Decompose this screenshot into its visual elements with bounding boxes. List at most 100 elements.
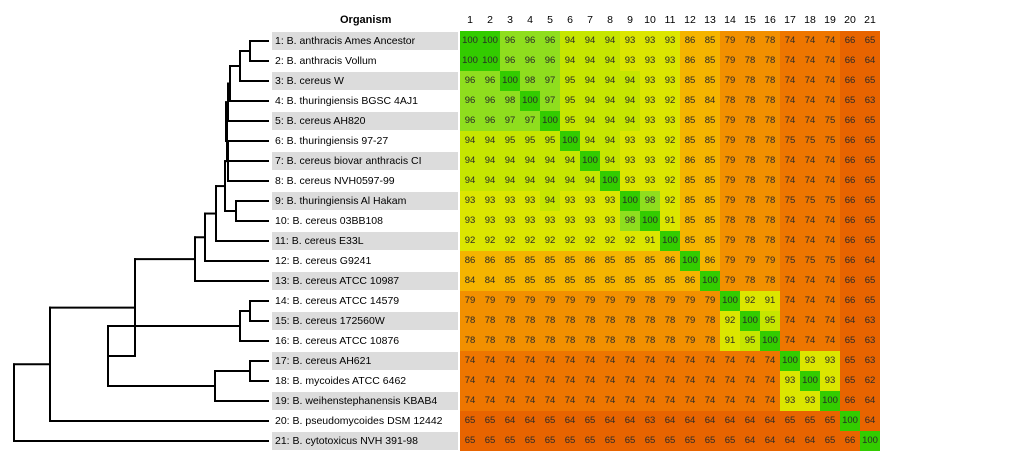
- organism-label: 8: B. cereus NVH0597-99: [275, 175, 395, 187]
- heatmap-cell: 93: [620, 151, 640, 171]
- heatmap-cell: 74: [760, 371, 780, 391]
- organism-label: 3: B. cereus W: [272, 72, 458, 90]
- heatmap-cell: 74: [780, 211, 800, 231]
- heatmap-cell: 92: [500, 231, 520, 251]
- heatmap-cell: 93: [800, 351, 820, 371]
- heatmap-cell: 74: [760, 351, 780, 371]
- heatmap-cell: 97: [540, 91, 560, 111]
- heatmap-cell: 85: [500, 251, 520, 271]
- heatmap-cell: 65: [860, 291, 880, 311]
- heatmap-cell: 64: [560, 411, 580, 431]
- heatmap-cell: 65: [680, 431, 700, 451]
- heatmap-cell: 78: [740, 151, 760, 171]
- heatmap-cell: 65: [700, 431, 720, 451]
- heatmap-cell: 96: [460, 71, 480, 91]
- heatmap-cell: 65: [860, 271, 880, 291]
- heatmap-cell: 79: [720, 171, 740, 191]
- heatmap-cell: 74: [620, 351, 640, 371]
- heatmap-cell: 65: [840, 91, 860, 111]
- heatmap-cell: 100: [780, 351, 800, 371]
- heatmap-cell: 74: [780, 331, 800, 351]
- heatmap-cell: 64: [740, 431, 760, 451]
- heatmap-cell: 94: [560, 31, 580, 51]
- heatmap-cell: 93: [580, 211, 600, 231]
- heatmap-cell: 94: [620, 111, 640, 131]
- heatmap-cell: 79: [720, 151, 740, 171]
- heatmap-cell: 79: [760, 251, 780, 271]
- heatmap-cell: 85: [700, 31, 720, 51]
- heatmap-cell: 94: [580, 131, 600, 151]
- heatmap-cell: 74: [820, 151, 840, 171]
- heatmap-cell: 78: [740, 31, 760, 51]
- heatmap-cell: 94: [600, 71, 620, 91]
- heatmap-cell: 66: [840, 111, 860, 131]
- heatmap-cell: 74: [820, 211, 840, 231]
- heatmap-cell: 86: [480, 251, 500, 271]
- heatmap-cell: 75: [780, 251, 800, 271]
- heatmap-cell: 78: [540, 311, 560, 331]
- heatmap-cell: 63: [860, 351, 880, 371]
- heatmap-cell: 65: [620, 431, 640, 451]
- heatmap-cell: 97: [540, 71, 560, 91]
- heatmap-cell: 94: [580, 51, 600, 71]
- heatmap-cell: 96: [460, 111, 480, 131]
- heatmap-cell: 94: [600, 51, 620, 71]
- heatmap-cell: 75: [800, 191, 820, 211]
- heatmap-cell: 78: [760, 231, 780, 251]
- heatmap-cell: 74: [820, 71, 840, 91]
- heatmap-cell: 78: [760, 131, 780, 151]
- heatmap-cell: 100: [520, 91, 540, 111]
- heatmap-cell: 85: [640, 251, 660, 271]
- heatmap-cell: 78: [740, 191, 760, 211]
- heatmap-cell: 85: [700, 111, 720, 131]
- heatmap-cell: 64: [860, 51, 880, 71]
- heatmap-cell: 64: [840, 311, 860, 331]
- organism-label: 6: B. thuringiensis 97-27: [275, 135, 389, 147]
- heatmap-cell: 74: [780, 271, 800, 291]
- heatmap-cell: 96: [540, 51, 560, 71]
- heatmap-cell: 94: [600, 31, 620, 51]
- column-number: 15: [744, 14, 756, 26]
- heatmap-cell: 75: [780, 191, 800, 211]
- heatmap-cell: 92: [560, 231, 580, 251]
- heatmap-cell: 64: [800, 431, 820, 451]
- heatmap-cell: 79: [620, 291, 640, 311]
- heatmap-cell: 74: [520, 351, 540, 371]
- heatmap-cell: 94: [500, 171, 520, 191]
- heatmap-cell: 85: [680, 191, 700, 211]
- heatmap-cell: 74: [600, 391, 620, 411]
- heatmap-cell: 78: [640, 331, 660, 351]
- heatmap-cell: 64: [680, 411, 700, 431]
- heatmap-cell: 94: [580, 171, 600, 191]
- heatmap-cell: 74: [700, 351, 720, 371]
- heatmap-cell: 79: [720, 131, 740, 151]
- heatmap-cell: 94: [460, 171, 480, 191]
- column-number: 17: [784, 14, 796, 26]
- heatmap-cell: 78: [740, 131, 760, 151]
- heatmap-cell: 93: [620, 51, 640, 71]
- heatmap-cell: 93: [520, 211, 540, 231]
- heatmap-cell: 100: [580, 151, 600, 171]
- heatmap-cell: 74: [640, 371, 660, 391]
- heatmap-cell: 93: [480, 191, 500, 211]
- column-number: 6: [567, 14, 573, 26]
- heatmap-cell: 74: [700, 371, 720, 391]
- heatmap-cell: 93: [660, 31, 680, 51]
- column-number: 20: [844, 14, 856, 26]
- heatmap-cell: 75: [780, 131, 800, 151]
- heatmap-cell: 74: [540, 391, 560, 411]
- heatmap-cell: 74: [480, 371, 500, 391]
- heatmap-cell: 79: [560, 291, 580, 311]
- heatmap-cell: 78: [500, 331, 520, 351]
- heatmap-cell: 65: [860, 231, 880, 251]
- heatmap-cell: 74: [720, 371, 740, 391]
- heatmap-cell: 78: [660, 331, 680, 351]
- organism-header: Organism: [340, 14, 392, 26]
- heatmap-cell: 65: [520, 431, 540, 451]
- column-number: 14: [724, 14, 736, 26]
- heatmap-cell: 64: [520, 411, 540, 431]
- heatmap-cell: 93: [640, 91, 660, 111]
- heatmap-cell: 85: [660, 271, 680, 291]
- heatmap-cell: 78: [760, 271, 780, 291]
- heatmap-cell: 95: [740, 331, 760, 351]
